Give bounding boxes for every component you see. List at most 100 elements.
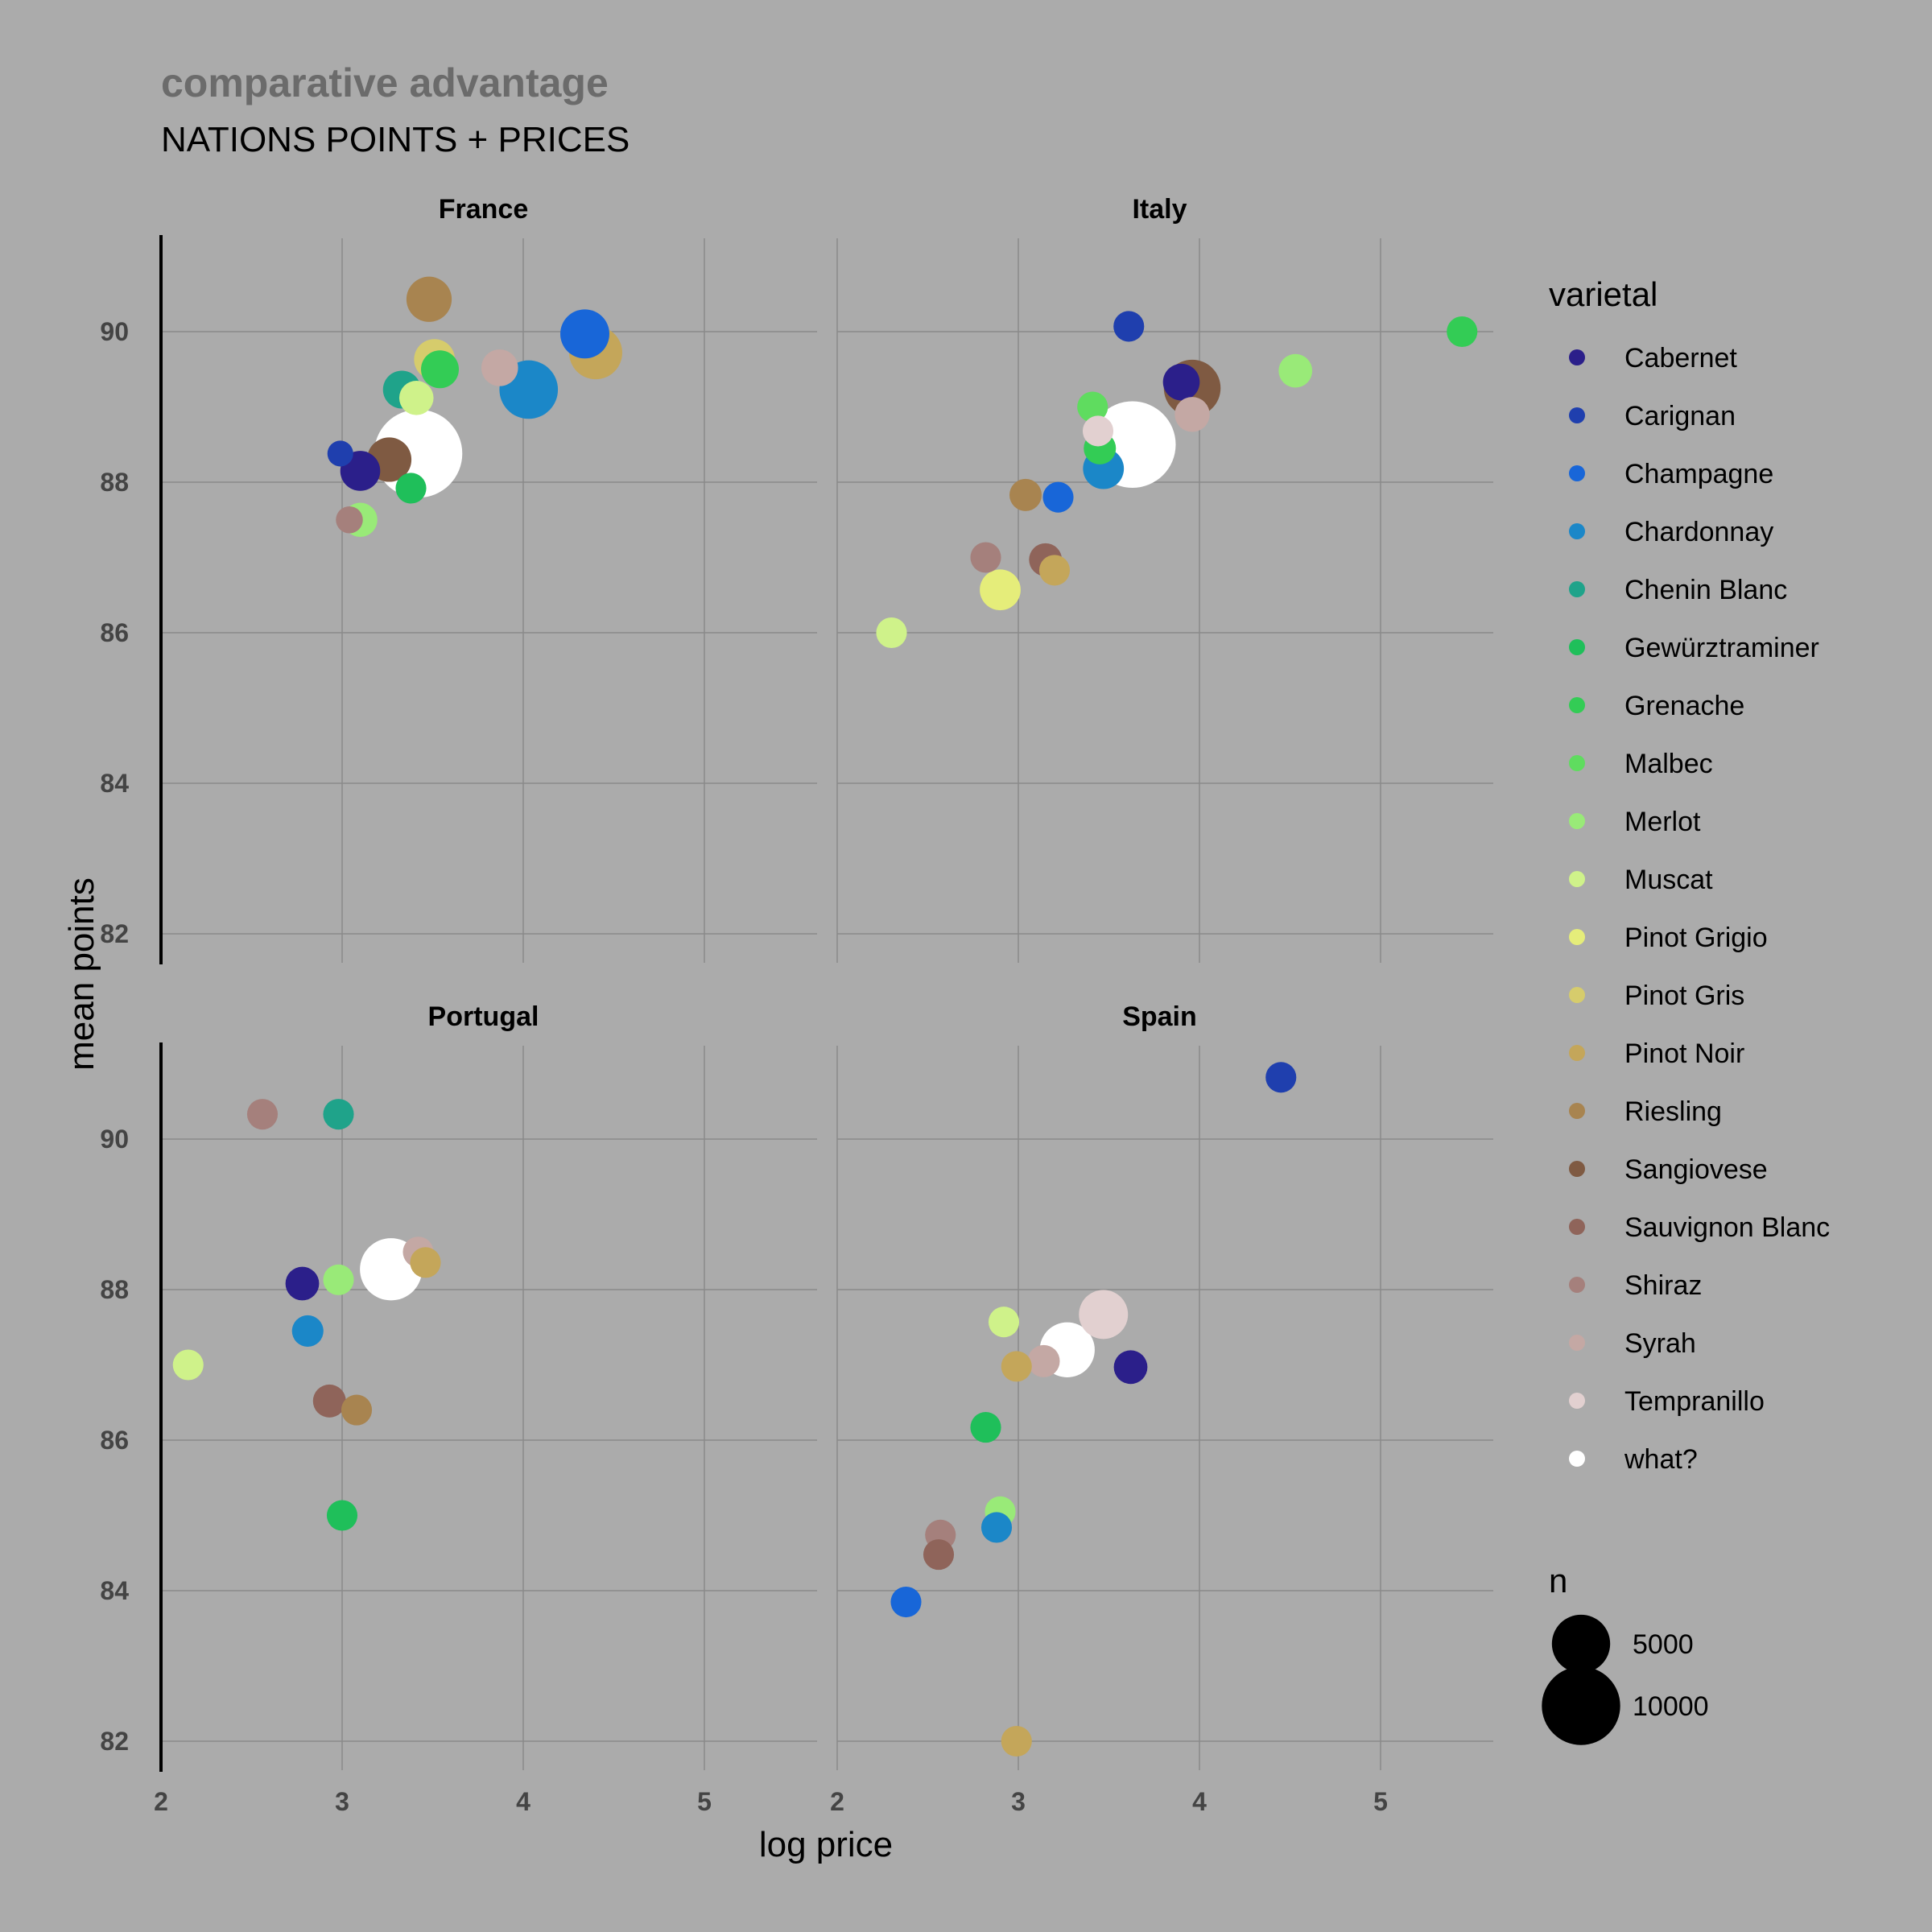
legend-item-chardonnay: Chardonnay: [1569, 517, 1773, 547]
size-legend-items: 5000 10000: [1542, 1614, 1709, 1745]
chart-title: comparative advantage: [161, 60, 609, 105]
legend-label: Chardonnay: [1624, 517, 1773, 547]
point-syrah: [481, 349, 518, 386]
point-pinot-noir: [1038, 555, 1071, 586]
legend-label: Pinot Noir: [1624, 1038, 1744, 1069]
point-shiraz: [970, 542, 1001, 573]
legend-label: Sauvignon Blanc: [1624, 1212, 1830, 1243]
point-grenache: [421, 350, 459, 389]
panel-spain: Spain 2 3 4 5: [830, 1001, 1493, 1816]
panel-portugal: Portugal 82 84 86 88 90 2 3 4 5: [100, 1001, 817, 1816]
point-riesling: [406, 276, 452, 322]
legend-swatch: [1569, 929, 1585, 945]
y-tick-label: 86: [100, 618, 129, 647]
point-merlot: [1278, 353, 1313, 388]
point-sauvignon-blanc: [312, 1384, 346, 1418]
legend-item-tempranillo: Tempranillo: [1569, 1386, 1765, 1417]
point-gew-rztraminer: [326, 1500, 358, 1531]
panel-strip-label: Spain: [1122, 1001, 1197, 1032]
legend-swatch: [1569, 1277, 1585, 1293]
legend-swatch: [1569, 465, 1585, 481]
point-cabernet: [285, 1266, 320, 1301]
x-tick-label: 3: [335, 1787, 349, 1816]
legend-item-what: what?: [1569, 1444, 1698, 1475]
y-tick-label: 88: [100, 1275, 129, 1304]
point-syrah: [1174, 397, 1210, 432]
point-shiraz: [336, 506, 363, 534]
point-shiraz: [246, 1099, 279, 1130]
legend-swatch: [1569, 1451, 1585, 1467]
y-tick-label: 82: [100, 1727, 129, 1756]
x-tick-label: 4: [516, 1787, 530, 1816]
panel-italy: Italy: [836, 194, 1493, 963]
legend-swatch: [1569, 1045, 1585, 1061]
point-pinot-noir: [1001, 1351, 1032, 1382]
legend-swatch: [1569, 1335, 1585, 1351]
point-muscat: [172, 1349, 204, 1381]
point-muscat: [876, 617, 907, 649]
point-gew-rztraminer: [395, 473, 427, 504]
y-tick-label: 82: [100, 919, 129, 948]
point-gew-rztraminer: [970, 1412, 1001, 1443]
point-chenin-blanc: [323, 1099, 354, 1130]
x-tick-label: 5: [697, 1787, 712, 1816]
legend-label: Chenin Blanc: [1624, 575, 1787, 605]
facet-panels: France 82 84 86 88 90 Italy Portugal 82 84 86 88 90 2…: [100, 194, 1493, 1816]
point-pinot-grigio: [980, 569, 1021, 611]
legend-label: Grenache: [1624, 691, 1744, 721]
size-legend-title: n: [1549, 1562, 1567, 1600]
legend-swatch: [1569, 1219, 1585, 1235]
size-legend-swatch: [1542, 1666, 1620, 1745]
legend-label: Gewürztraminer: [1624, 633, 1819, 663]
legend-swatch: [1569, 697, 1585, 713]
point-malbec: [1077, 391, 1108, 423]
legend-label: Muscat: [1624, 865, 1713, 895]
legend-label: Pinot Gris: [1624, 980, 1744, 1011]
color-legend-items: Cabernet Carignan Champagne Chardonnay Cheni…: [1569, 343, 1830, 1475]
legend-item-carignan: Carignan: [1569, 401, 1736, 431]
point-chardonnay: [980, 1512, 1013, 1543]
chart-subtitle: NATIONS POINTS + PRICES: [161, 120, 630, 159]
legend-label: Cabernet: [1624, 343, 1737, 374]
point-chardonnay: [291, 1315, 324, 1347]
point-champagne: [1042, 481, 1074, 513]
legend-swatch: [1569, 1393, 1585, 1409]
point-riesling: [1009, 478, 1042, 511]
y-tick-label: 88: [100, 468, 129, 497]
size-legend-item: 5000: [1551, 1614, 1694, 1674]
legend-swatch: [1569, 755, 1585, 771]
legend-item-sauvignon-blanc: Sauvignon Blanc: [1569, 1212, 1830, 1243]
x-axis-title: log price: [759, 1825, 893, 1864]
point-champagne: [560, 309, 609, 359]
legend-item-pinot-gris: Pinot Gris: [1569, 980, 1744, 1011]
legend-item-grenache: Grenache: [1569, 691, 1744, 721]
legend-label: Syrah: [1624, 1328, 1696, 1359]
x-tick-label: 2: [830, 1787, 844, 1816]
legend-item-champagne: Champagne: [1569, 459, 1773, 489]
point-pinot-noir: [410, 1247, 441, 1278]
legend-item-pinot-grigio: Pinot Grigio: [1569, 923, 1768, 953]
legend: varietal Cabernet Carignan Champagne Chardo…: [1542, 275, 1830, 1745]
legend-label: Riesling: [1624, 1096, 1722, 1127]
point-cabernet: [1162, 363, 1200, 401]
point-grenache: [1447, 316, 1478, 348]
panel-strip-label: France: [439, 194, 529, 225]
panel-france: France 82 84 86 88 90: [100, 194, 817, 964]
point-muscat: [988, 1307, 1020, 1338]
point-pinot-noir: [1001, 1725, 1032, 1757]
legend-swatch: [1569, 349, 1585, 365]
legend-swatch: [1569, 1161, 1585, 1177]
size-legend-item: 10000: [1542, 1666, 1709, 1745]
point-sauvignon-blanc: [923, 1539, 955, 1571]
y-tick-label: 90: [100, 317, 129, 346]
legend-item-shiraz: Shiraz: [1569, 1270, 1702, 1301]
point-champagne: [890, 1586, 922, 1618]
point-tempranillo: [1082, 415, 1114, 447]
size-legend-swatch: [1551, 1614, 1611, 1674]
point-cabernet: [1113, 1350, 1148, 1385]
legend-label: Sangiovese: [1624, 1154, 1768, 1185]
legend-item-syrah: Syrah: [1569, 1328, 1696, 1359]
color-legend-title: varietal: [1549, 275, 1657, 313]
legend-swatch: [1569, 1103, 1585, 1119]
